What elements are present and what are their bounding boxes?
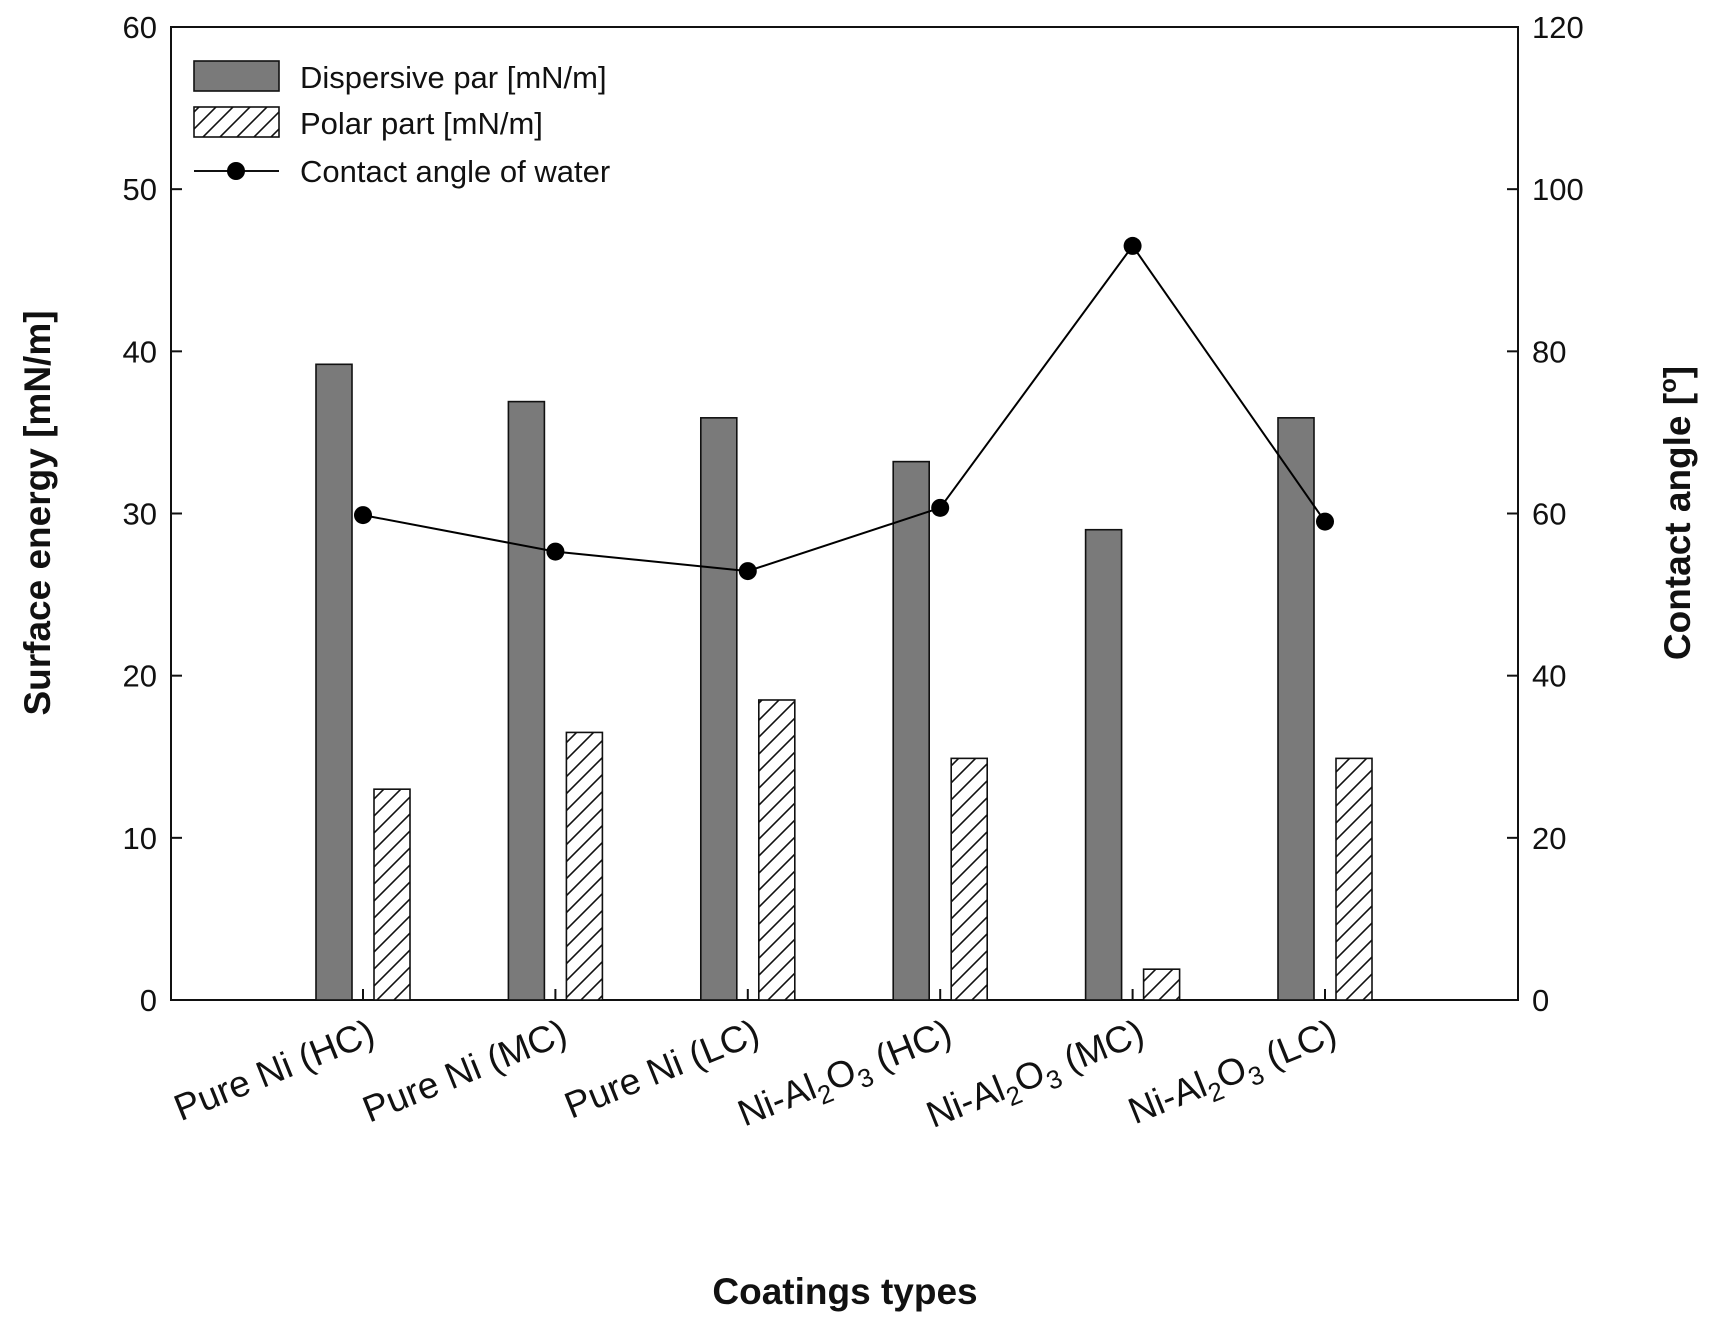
x-tick-label: Pure Ni (MC) <box>357 1011 572 1130</box>
y-tick-label: 50 <box>123 172 157 207</box>
x-tick-label-part: Ni-Al <box>921 1068 1011 1136</box>
y2-tick-label: 0 <box>1532 983 1549 1018</box>
x-tick-label-part: Pure Ni (HC) <box>168 1011 380 1128</box>
legend-label-polar: Polar part [mN/m] <box>300 106 543 141</box>
contact-angle-line <box>363 246 1325 571</box>
y2-tick-label: 100 <box>1532 172 1584 207</box>
y-tick-label: 0 <box>140 983 157 1018</box>
polar-bar <box>951 758 987 1000</box>
x-tick-label: Ni-Al2O3 (HC) <box>732 1011 960 1140</box>
contact-angle-point <box>1316 513 1334 531</box>
x-tick-label-part: Pure Ni (MC) <box>357 1011 572 1130</box>
y-tick-label: 60 <box>123 10 157 45</box>
y-tick-label: 30 <box>123 497 157 532</box>
x-axis-title: Coatings types <box>712 1271 977 1312</box>
y2-axis-title: Contact angle [o] <box>1655 366 1698 660</box>
legend-marker-contact-angle <box>227 162 245 180</box>
contact-angle-point <box>546 543 564 561</box>
x-tick-label-part: (HC) <box>860 1011 957 1082</box>
y2-axis-title-main: Contact angle [ <box>1657 393 1698 660</box>
y2-tick-label: 20 <box>1532 821 1566 856</box>
x-tick-label-part: Ni-Al <box>732 1066 822 1134</box>
x-tick-label-part: (MC) <box>1049 1011 1150 1084</box>
polar-bar <box>566 732 602 1000</box>
dispersive-bar <box>316 364 352 1000</box>
legend-label-contact-angle: Contact angle of water <box>300 154 610 189</box>
polar-bar <box>374 789 410 1000</box>
polar-bar <box>759 700 795 1000</box>
legend-swatch-polar <box>194 107 279 137</box>
y2-tick-label: 80 <box>1532 334 1566 369</box>
dispersive-bar <box>508 402 544 1000</box>
polar-bar <box>1336 758 1372 1000</box>
y-axis-title: Surface energy [mN/m] <box>17 310 58 715</box>
contact-angle-point <box>1124 237 1142 255</box>
legend-label-dispersive: Dispersive par [mN/m] <box>300 60 607 95</box>
contact-angle-point <box>739 562 757 580</box>
y2-axis-title-close: ] <box>1657 366 1698 378</box>
y2-axis-title-degree: o <box>1655 378 1682 393</box>
legend-swatch-dispersive <box>194 61 279 91</box>
y-tick-label: 40 <box>123 334 157 369</box>
legend: Dispersive par [mN/m] Polar part [mN/m] … <box>194 60 610 189</box>
x-tick-label: Pure Ni (LC) <box>559 1011 765 1126</box>
x-tick-label: Ni-Al2O3 (MC) <box>921 1011 1153 1142</box>
dispersive-bar <box>701 418 737 1000</box>
y-tick-label: 20 <box>123 659 157 694</box>
contact-angle-point <box>931 499 949 517</box>
bar-group <box>316 364 1372 1000</box>
x-tick-label-part: Ni-Al <box>1123 1064 1213 1132</box>
dispersive-bar <box>1278 418 1314 1000</box>
x-tick-label-part: (LC) <box>1250 1011 1342 1080</box>
y2-tick-label: 60 <box>1532 497 1566 532</box>
x-tick-label: Pure Ni (HC) <box>168 1011 380 1128</box>
y2-tick-label: 120 <box>1532 10 1584 45</box>
y-tick-label: 10 <box>123 821 157 856</box>
dispersive-bar <box>893 462 929 1000</box>
y2-tick-label: 40 <box>1532 659 1566 694</box>
contact-angle-point <box>354 506 372 524</box>
x-tick-label-part: Pure Ni (LC) <box>559 1011 765 1126</box>
polar-bar <box>1144 969 1180 1000</box>
x-axis: Pure Ni (HC)Pure Ni (MC)Pure Ni (LC)Ni-A… <box>168 989 1344 1142</box>
left-axis: 0 10 20 30 40 50 60 <box>123 10 182 1018</box>
x-tick-label: Ni-Al2O3 (LC) <box>1123 1011 1345 1138</box>
dispersive-bar <box>1086 530 1122 1000</box>
contact-angle-line-group <box>354 237 1334 580</box>
